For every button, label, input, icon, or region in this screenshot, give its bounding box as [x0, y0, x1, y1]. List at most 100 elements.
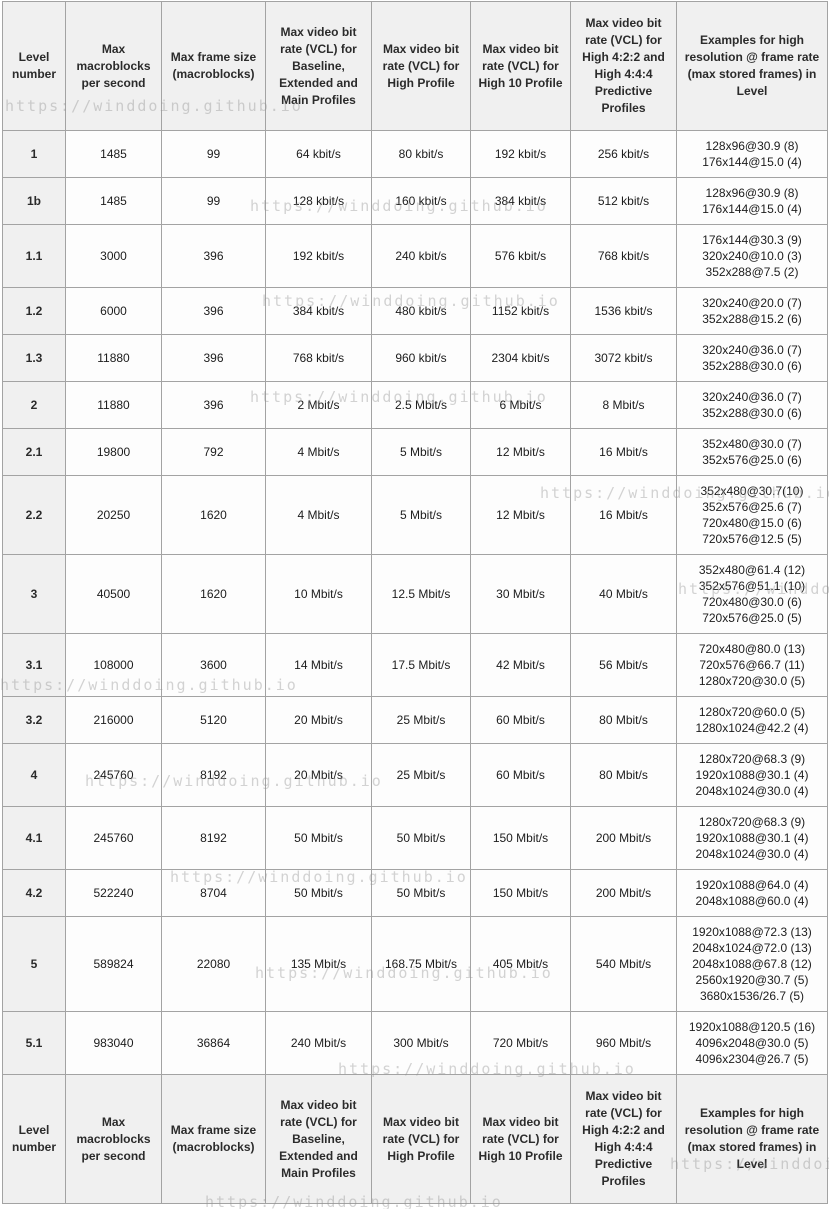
cell-bitrate-high10-profile: 42 Mbit/s	[470, 633, 571, 697]
cell-max-frame-size: 8192	[161, 743, 266, 807]
cell-examples: 1920x1088@64.0 (4) 2048x1088@60.0 (4)	[676, 869, 828, 917]
table-row: 3.2 216000 5120 20 Mbit/s 25 Mbit/s 60 Mbit/s…	[2, 696, 828, 744]
cell-bitrate-baseline-extended-main: 192 kbit/s	[265, 224, 372, 288]
example-line: 352x576@25.6 (7)	[702, 500, 802, 514]
example-line: 352x288@7.5 (2)	[705, 265, 799, 279]
example-line: 720x480@30.0 (6)	[702, 595, 802, 609]
cell-bitrate-high10-profile: 384 kbit/s	[470, 177, 571, 225]
cell-max-frame-size: 396	[161, 287, 266, 335]
cell-examples: 320x240@36.0 (7) 352x288@30.0 (6)	[676, 381, 828, 429]
cell-level-number: 2.2	[2, 475, 66, 555]
cell-examples: 1280x720@60.0 (5) 1280x1024@42.2 (4)	[676, 696, 828, 744]
cell-bitrate-high422-high444: 80 Mbit/s	[570, 696, 677, 744]
cell-bitrate-high-profile: 50 Mbit/s	[371, 806, 471, 870]
example-line: 4096x2304@26.7 (5)	[695, 1052, 809, 1066]
cell-bitrate-high-profile: 960 kbit/s	[371, 334, 471, 382]
cell-examples: 320x240@36.0 (7) 352x288@30.0 (6)	[676, 334, 828, 382]
example-line: 352x576@51.1 (10)	[698, 579, 806, 593]
example-line: 1920x1088@120.5 (16)	[688, 1020, 816, 1034]
cell-examples: 720x480@80.0 (13) 720x576@66.7 (11) 1280x7…	[676, 633, 828, 697]
cell-max-macroblocks-per-second: 589824	[65, 916, 162, 1012]
cell-level-number: 3	[2, 554, 66, 634]
example-line: 720x576@25.0 (5)	[702, 611, 802, 625]
example-line: 1280x720@60.0 (5)	[698, 705, 806, 719]
column-header: Max video bit rate (VCL) for High 4:2:2 …	[570, 1, 677, 131]
cell-max-macroblocks-per-second: 983040	[65, 1011, 162, 1075]
cell-bitrate-high-profile: 300 Mbit/s	[371, 1011, 471, 1075]
example-line: 320x240@10.0 (3)	[702, 249, 802, 263]
cell-bitrate-high-profile: 25 Mbit/s	[371, 743, 471, 807]
table-row: 3.1 108000 3600 14 Mbit/s 17.5 Mbit/s 42 Mbit…	[2, 633, 828, 697]
cell-max-frame-size: 8704	[161, 869, 266, 917]
cell-bitrate-high422-high444: 200 Mbit/s	[570, 869, 677, 917]
cell-bitrate-baseline-extended-main: 240 Mbit/s	[265, 1011, 372, 1075]
cell-level-number: 1	[2, 130, 66, 178]
cell-bitrate-high10-profile: 60 Mbit/s	[470, 696, 571, 744]
column-header: Level number	[2, 1074, 66, 1204]
cell-max-macroblocks-per-second: 1485	[65, 177, 162, 225]
cell-level-number: 3.1	[2, 633, 66, 697]
cell-max-frame-size: 99	[161, 130, 266, 178]
table-row: 2 11880 396 2 Mbit/s 2.5 Mbit/s 6 Mbit/s 8 Mbi…	[2, 381, 828, 429]
cell-bitrate-high10-profile: 1152 kbit/s	[470, 287, 571, 335]
cell-bitrate-high422-high444: 1536 kbit/s	[570, 287, 677, 335]
column-header: Max video bit rate (VCL) for High Profil…	[371, 1, 471, 131]
column-header: Max frame size (macroblocks)	[161, 1074, 266, 1204]
cell-max-macroblocks-per-second: 20250	[65, 475, 162, 555]
example-line: 352x480@30.7(10)	[700, 484, 804, 498]
cell-bitrate-high422-high444: 512 kbit/s	[570, 177, 677, 225]
cell-level-number: 5.1	[2, 1011, 66, 1075]
cell-bitrate-high422-high444: 80 Mbit/s	[570, 743, 677, 807]
example-line: 2048x1088@67.8 (12)	[692, 957, 812, 971]
example-line: 720x576@66.7 (11)	[699, 658, 805, 672]
cell-bitrate-high422-high444: 16 Mbit/s	[570, 475, 677, 555]
example-line: 352x288@15.2 (6)	[702, 312, 802, 326]
cell-bitrate-high10-profile: 6 Mbit/s	[470, 381, 571, 429]
cell-max-frame-size: 396	[161, 334, 266, 382]
column-header: Max video bit rate (VCL) for High 4:2:2 …	[570, 1074, 677, 1204]
example-line: 1920x1088@30.1 (4)	[695, 831, 809, 845]
cell-bitrate-high422-high444: 540 Mbit/s	[570, 916, 677, 1012]
cell-max-macroblocks-per-second: 11880	[65, 334, 162, 382]
cell-level-number: 3.2	[2, 696, 66, 744]
example-line: 720x480@15.0 (6)	[702, 516, 802, 530]
table-row: 4 245760 8192 20 Mbit/s 25 Mbit/s 60 Mbit/s 80…	[2, 743, 828, 807]
cell-bitrate-high-profile: 160 kbit/s	[371, 177, 471, 225]
column-header: Max video bit rate (VCL) for High Profil…	[371, 1074, 471, 1204]
cell-max-frame-size: 8192	[161, 806, 266, 870]
cell-examples: 352x480@30.7(10) 352x576@25.6 (7) 720x480@…	[676, 475, 828, 555]
cell-max-frame-size: 1620	[161, 475, 266, 555]
table-row: 2.2 20250 1620 4 Mbit/s 5 Mbit/s 12 Mbit/s 16 …	[2, 475, 828, 555]
cell-bitrate-high-profile: 5 Mbit/s	[371, 428, 471, 476]
cell-examples: 176x144@30.3 (9) 320x240@10.0 (3) 352x288@…	[676, 224, 828, 288]
cell-bitrate-baseline-extended-main: 10 Mbit/s	[265, 554, 372, 634]
table-row: 4.1 245760 8192 50 Mbit/s 50 Mbit/s 150 Mbit/…	[2, 806, 828, 870]
cell-bitrate-high10-profile: 12 Mbit/s	[470, 428, 571, 476]
cell-bitrate-high10-profile: 720 Mbit/s	[470, 1011, 571, 1075]
cell-bitrate-high10-profile: 192 kbit/s	[470, 130, 571, 178]
cell-max-frame-size: 1620	[161, 554, 266, 634]
cell-bitrate-high422-high444: 200 Mbit/s	[570, 806, 677, 870]
example-line: 3680x1536/26.7 (5)	[699, 989, 805, 1003]
cell-bitrate-high422-high444: 768 kbit/s	[570, 224, 677, 288]
column-header: Max video bit rate (VCL) for Baseline, E…	[265, 1, 372, 131]
table-row: 1.3 11880 396 768 kbit/s 960 kbit/s 2304 kbit…	[2, 334, 828, 382]
cell-level-number: 1b	[2, 177, 66, 225]
example-line: 1280x720@30.0 (5)	[698, 674, 806, 688]
cell-bitrate-high10-profile: 30 Mbit/s	[470, 554, 571, 634]
cell-level-number: 1.2	[2, 287, 66, 335]
cell-examples: 352x480@30.0 (7) 352x576@25.0 (6)	[676, 428, 828, 476]
cell-examples: 128x96@30.9 (8) 176x144@15.0 (4)	[676, 177, 828, 225]
cell-max-macroblocks-per-second: 245760	[65, 806, 162, 870]
column-header: Max video bit rate (VCL) for High 10 Pro…	[470, 1, 571, 131]
cell-bitrate-high-profile: 168.75 Mbit/s	[371, 916, 471, 1012]
cell-bitrate-high422-high444: 256 kbit/s	[570, 130, 677, 178]
example-line: 320x240@36.0 (7)	[702, 343, 802, 357]
cell-max-macroblocks-per-second: 108000	[65, 633, 162, 697]
cell-max-frame-size: 36864	[161, 1011, 266, 1075]
cell-bitrate-high10-profile: 405 Mbit/s	[470, 916, 571, 1012]
cell-bitrate-baseline-extended-main: 20 Mbit/s	[265, 696, 372, 744]
cell-bitrate-high10-profile: 150 Mbit/s	[470, 806, 571, 870]
example-line: 1280x720@68.3 (9)	[698, 752, 806, 766]
header-row-bottom: Level number Max macroblocks per second Ma…	[2, 1074, 828, 1204]
